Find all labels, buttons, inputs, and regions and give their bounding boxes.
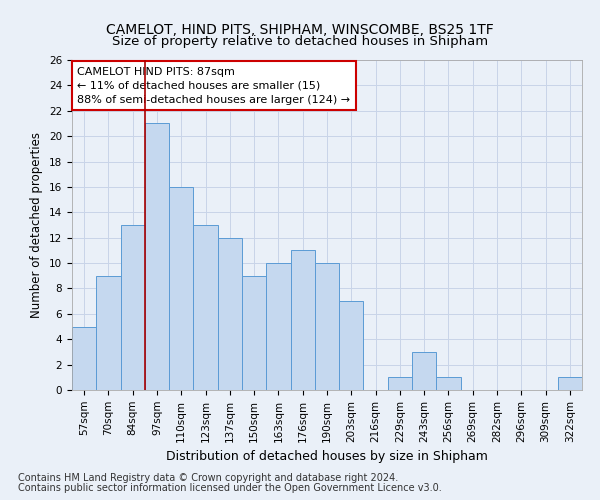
Y-axis label: Number of detached properties: Number of detached properties [31,132,43,318]
Bar [145,124,169,390]
Bar [290,250,315,390]
Bar [315,263,339,390]
Text: Size of property relative to detached houses in Shipham: Size of property relative to detached ho… [112,35,488,48]
Bar [218,238,242,390]
Bar [436,378,461,390]
Text: CAMELOT, HIND PITS, SHIPHAM, WINSCOMBE, BS25 1TF: CAMELOT, HIND PITS, SHIPHAM, WINSCOMBE, … [106,22,494,36]
Bar [558,378,582,390]
Bar [72,326,96,390]
Bar [339,301,364,390]
Text: CAMELOT HIND PITS: 87sqm
← 11% of detached houses are smaller (15)
88% of semi-d: CAMELOT HIND PITS: 87sqm ← 11% of detach… [77,66,350,104]
Bar [96,276,121,390]
Text: Contains HM Land Registry data © Crown copyright and database right 2024.: Contains HM Land Registry data © Crown c… [18,473,398,483]
Text: Contains public sector information licensed under the Open Government Licence v3: Contains public sector information licen… [18,483,442,493]
Bar [169,187,193,390]
X-axis label: Distribution of detached houses by size in Shipham: Distribution of detached houses by size … [166,450,488,463]
Bar [388,378,412,390]
Bar [412,352,436,390]
Bar [193,225,218,390]
Bar [242,276,266,390]
Bar [121,225,145,390]
Bar [266,263,290,390]
